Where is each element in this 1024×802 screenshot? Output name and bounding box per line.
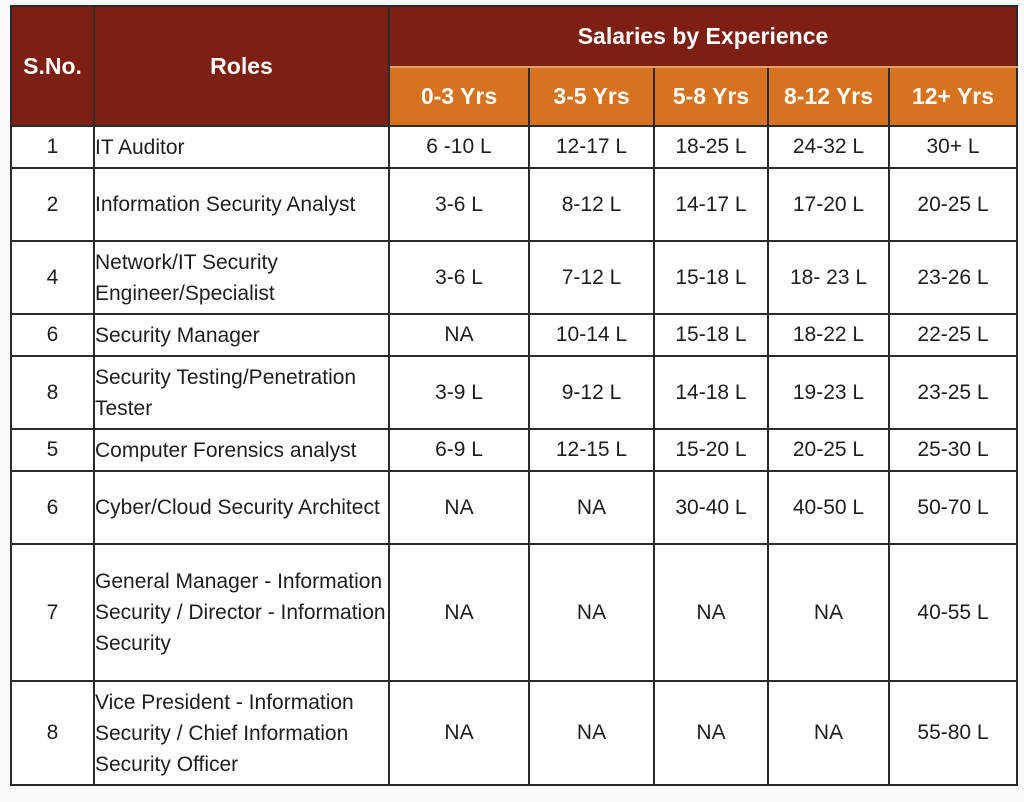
- table-header: S.No. Roles Salaries by Experience 0-3 Y…: [10, 5, 1019, 127]
- table-body: 1 IT Auditor 6 -10 L 12-17 L 18-25 L 24-…: [10, 125, 1019, 786]
- cell-sno: 5: [10, 428, 95, 472]
- header-row-group: S.No. Roles Salaries by Experience: [10, 5, 1019, 127]
- cell-value: 23-25 L: [887, 355, 1019, 430]
- table-row: 8 Vice President - Information Security …: [10, 680, 1019, 786]
- cell-value: 3-6 L: [388, 167, 530, 242]
- cell-value: 6 -10 L: [388, 125, 530, 169]
- cell-sno: 7: [10, 543, 95, 682]
- cell-value: 15-20 L: [653, 428, 769, 472]
- cell-value: 12-17 L: [528, 125, 655, 169]
- cell-value: NA: [388, 313, 530, 357]
- cell-value: 8-12 L: [528, 167, 655, 242]
- cell-value: 3-9 L: [388, 355, 530, 430]
- cell-value: 14-18 L: [653, 355, 769, 430]
- cell-value: NA: [528, 543, 655, 682]
- cell-value: 19-23 L: [767, 355, 890, 430]
- cell-sno: 2: [10, 167, 95, 242]
- table-row: 6 Cyber/Cloud Security Architect NA NA 3…: [10, 470, 1019, 545]
- header-roles: Roles: [93, 5, 390, 127]
- cell-role: Security Testing/Penetration Tester: [93, 355, 390, 430]
- header-col-8-12-yrs: 8-12 Yrs: [767, 66, 890, 127]
- header-salaries-by-experience: Salaries by Experience: [387, 5, 1019, 68]
- header-col-5-8-yrs: 5-8 Yrs: [653, 66, 769, 127]
- cell-value: 15-18 L: [653, 313, 769, 357]
- cell-value: NA: [767, 543, 890, 682]
- cell-sno: 8: [10, 355, 95, 430]
- cell-value: 6-9 L: [388, 428, 530, 472]
- cell-value: 22-25 L: [887, 313, 1019, 357]
- cell-value: 24-32 L: [767, 125, 890, 169]
- cell-value: NA: [388, 470, 530, 545]
- salary-table: S.No. Roles Salaries by Experience 0-3 Y…: [10, 5, 1019, 786]
- cell-role: Security Manager: [93, 313, 390, 357]
- cell-role: Computer Forensics analyst: [93, 428, 390, 472]
- cell-sno: 1: [10, 125, 95, 169]
- cell-sno: 4: [10, 240, 95, 315]
- cell-value: NA: [528, 470, 655, 545]
- cell-value: NA: [388, 543, 530, 682]
- cell-role: Cyber/Cloud Security Architect: [93, 470, 390, 545]
- cell-value: 30+ L: [887, 125, 1019, 169]
- cell-role: Network/IT Security Engineer/Specialist: [93, 240, 390, 315]
- cell-value: 17-20 L: [767, 167, 890, 242]
- cell-value: 18-25 L: [653, 125, 769, 169]
- cell-value: 30-40 L: [653, 470, 769, 545]
- table-row: 5 Computer Forensics analyst 6-9 L 12-15…: [10, 428, 1019, 472]
- cell-value: 3-6 L: [388, 240, 530, 315]
- header-sno: S.No.: [10, 5, 95, 127]
- cell-value: 18-22 L: [767, 313, 890, 357]
- cell-value: NA: [767, 680, 890, 786]
- cell-value: 14-17 L: [653, 167, 769, 242]
- table-row: 1 IT Auditor 6 -10 L 12-17 L 18-25 L 24-…: [10, 125, 1019, 169]
- cell-value: 40-55 L: [887, 543, 1019, 682]
- salary-table-container: S.No. Roles Salaries by Experience 0-3 Y…: [10, 5, 1019, 786]
- cell-value: NA: [528, 680, 655, 786]
- cell-role: Vice President - Information Security / …: [93, 680, 390, 786]
- table-row: 6 Security Manager NA 10-14 L 15-18 L 18…: [10, 313, 1019, 357]
- header-col-12-plus-yrs: 12+ Yrs: [887, 66, 1019, 127]
- cell-value: 40-50 L: [767, 470, 890, 545]
- cell-value: 20-25 L: [887, 167, 1019, 242]
- table-row: 7 General Manager - Information Security…: [10, 543, 1019, 682]
- header-row-columns: 0-3 Yrs 3-5 Yrs 5-8 Yrs 8-12 Yrs 12+ Yrs: [11, 66, 1019, 127]
- cell-value: 9-12 L: [528, 355, 655, 430]
- cell-value: 20-25 L: [767, 428, 890, 472]
- cell-value: 12-15 L: [528, 428, 655, 472]
- header-col-0-3-yrs: 0-3 Yrs: [388, 66, 530, 127]
- cell-value: NA: [653, 543, 769, 682]
- cell-value: 55-80 L: [887, 680, 1019, 786]
- cell-value: NA: [653, 680, 769, 786]
- cell-value: 50-70 L: [887, 470, 1019, 545]
- table-row: 2 Information Security Analyst 3-6 L 8-1…: [10, 167, 1019, 242]
- table-row: 4 Network/IT Security Engineer/Specialis…: [10, 240, 1019, 315]
- cell-value: NA: [388, 680, 530, 786]
- cell-role: General Manager - Information Security /…: [93, 543, 390, 682]
- cell-value: 25-30 L: [887, 428, 1019, 472]
- header-col-3-5-yrs: 3-5 Yrs: [528, 66, 655, 127]
- cell-value: 7-12 L: [528, 240, 655, 315]
- cell-role: Information Security Analyst: [93, 167, 390, 242]
- table-row: 8 Security Testing/Penetration Tester 3-…: [10, 355, 1019, 430]
- cell-value: 18- 23 L: [767, 240, 890, 315]
- cell-sno: 8: [10, 680, 95, 786]
- cell-value: 10-14 L: [528, 313, 655, 357]
- cell-value: 15-18 L: [653, 240, 769, 315]
- cell-role: IT Auditor: [93, 125, 390, 169]
- cell-sno: 6: [10, 313, 95, 357]
- cell-value: 23-26 L: [887, 240, 1019, 315]
- cell-sno: 6: [10, 470, 95, 545]
